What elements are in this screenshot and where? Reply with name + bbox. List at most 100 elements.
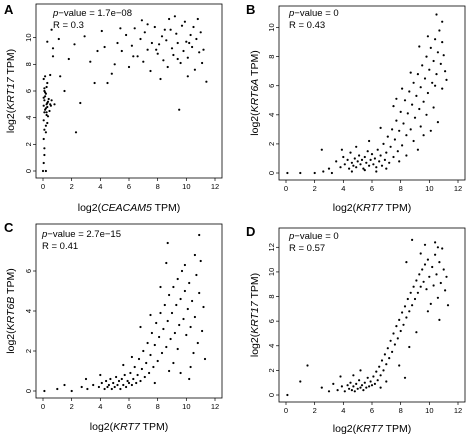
data-point-b-17 [358,154,361,157]
data-point-a-8 [44,124,48,127]
data-point-b-39 [389,145,392,148]
data-point-c-29 [132,377,135,381]
data-point-d-59 [418,273,421,276]
data-point-a-82 [186,56,189,59]
data-point-d-24 [368,385,371,388]
data-point-c-21 [120,377,123,381]
data-point-c-60 [176,277,179,281]
x-axis-d: 0 2 4 6 8 10 12 [284,402,462,415]
data-point-a-37 [50,99,53,102]
x-tick-label-a-4: 4 [98,182,102,191]
data-point-c-43 [152,365,155,369]
x-tick-label-a-8: 8 [156,182,160,191]
data-point-c-24 [125,385,128,389]
data-point-a-19 [44,75,47,78]
data-point-c-59 [175,303,178,307]
data-point-d-49 [403,305,407,308]
data-point-d-76 [442,268,445,271]
data-point-d-8 [343,390,346,393]
p-value-annotation-c: p−value = 2.7e−15 [41,229,121,240]
data-point-a-22 [45,85,48,89]
data-point-d-7 [340,385,343,388]
y-axis-a: 0 2 4 6 8 10 [24,33,36,173]
data-point-c-92 [202,305,205,309]
data-point-a-103 [196,17,199,21]
data-points-a [41,15,208,173]
data-point-a-113 [74,131,78,134]
data-point-a-36 [49,104,53,107]
data-point-c-12 [107,383,110,387]
data-point-a-66 [153,25,156,29]
p-value-annotation-b: p−value = 0 [288,8,339,19]
x-tick-label-a-10: 10 [182,182,190,191]
data-point-c-91 [84,377,88,381]
x-tick-label-b-12: 12 [454,184,462,193]
x-tick-label-a-2: 2 [70,182,74,191]
data-point-b-101 [330,171,333,175]
data-point-b-62 [422,100,425,103]
data-point-d-83 [415,331,418,334]
data-point-a-29 [43,89,46,93]
data-point-a-74 [170,47,174,50]
data-point-d-67 [429,302,432,305]
data-point-b-7 [342,155,345,159]
data-point-c-19 [117,379,121,383]
data-point-c-1 [56,387,59,391]
x-tick-label-a-0: 0 [41,182,45,191]
data-point-d-92 [359,369,362,372]
data-point-a-92 [186,75,189,78]
data-point-a-1 [43,99,46,102]
y-tick-label-c-6: 6 [24,269,33,273]
y-tick-label-b-8: 8 [267,55,276,59]
data-point-c-98 [193,253,196,257]
r-annotation-d: R = 0.57 [289,243,325,254]
data-point-a-21 [44,107,48,110]
x-tick-label-b-4: 4 [341,184,345,193]
data-point-b-78 [441,20,444,23]
data-point-a-44 [63,89,66,93]
data-point-a-63 [146,48,149,51]
data-point-a-78 [179,61,182,65]
data-point-c-14 [110,387,113,391]
x-axis-label-c: log2(KRT7 TPM) [90,421,168,433]
data-point-d-35 [383,353,386,356]
data-point-b-84 [398,160,401,163]
data-point-d-65 [426,258,429,261]
panel-label-b: B [246,2,255,17]
data-point-c-7 [97,385,100,389]
x-tick-label-c-6: 6 [127,402,131,411]
data-point-c-88 [130,355,133,359]
data-point-d-21 [363,381,366,384]
data-point-c-48 [159,311,162,315]
data-point-d-68 [431,265,434,269]
data-point-c-67 [186,307,189,311]
data-point-d-3 [320,386,323,389]
data-point-c-64 [182,317,185,321]
data-point-c-22 [122,383,125,387]
data-point-c-0 [43,389,46,393]
y-tick-label-d-6: 6 [267,319,276,323]
data-point-b-90 [436,121,439,124]
data-point-d-46 [399,329,402,333]
y-tick-label-d-0: 0 [267,393,276,397]
y-tick-label-a-4: 4 [24,116,33,120]
data-point-c-70 [191,299,194,303]
data-point-b-15 [355,166,358,169]
data-points-b [286,13,448,175]
y-tick-label-b-2: 2 [267,142,276,146]
data-point-a-94 [146,23,149,26]
data-point-d-9 [346,384,349,387]
data-point-b-103 [425,113,428,116]
data-point-c-54 [168,293,171,297]
data-point-c-11 [106,385,109,389]
data-point-d-81 [436,246,439,249]
data-point-b-54 [411,103,414,106]
data-point-a-43 [59,75,62,78]
data-point-a-91 [178,108,181,111]
data-point-c-65 [183,289,186,293]
data-point-d-40 [391,350,394,353]
data-point-b-3 [320,148,323,151]
data-point-a-0 [42,104,45,107]
data-point-b-104 [429,129,432,132]
data-point-c-57 [172,285,175,289]
